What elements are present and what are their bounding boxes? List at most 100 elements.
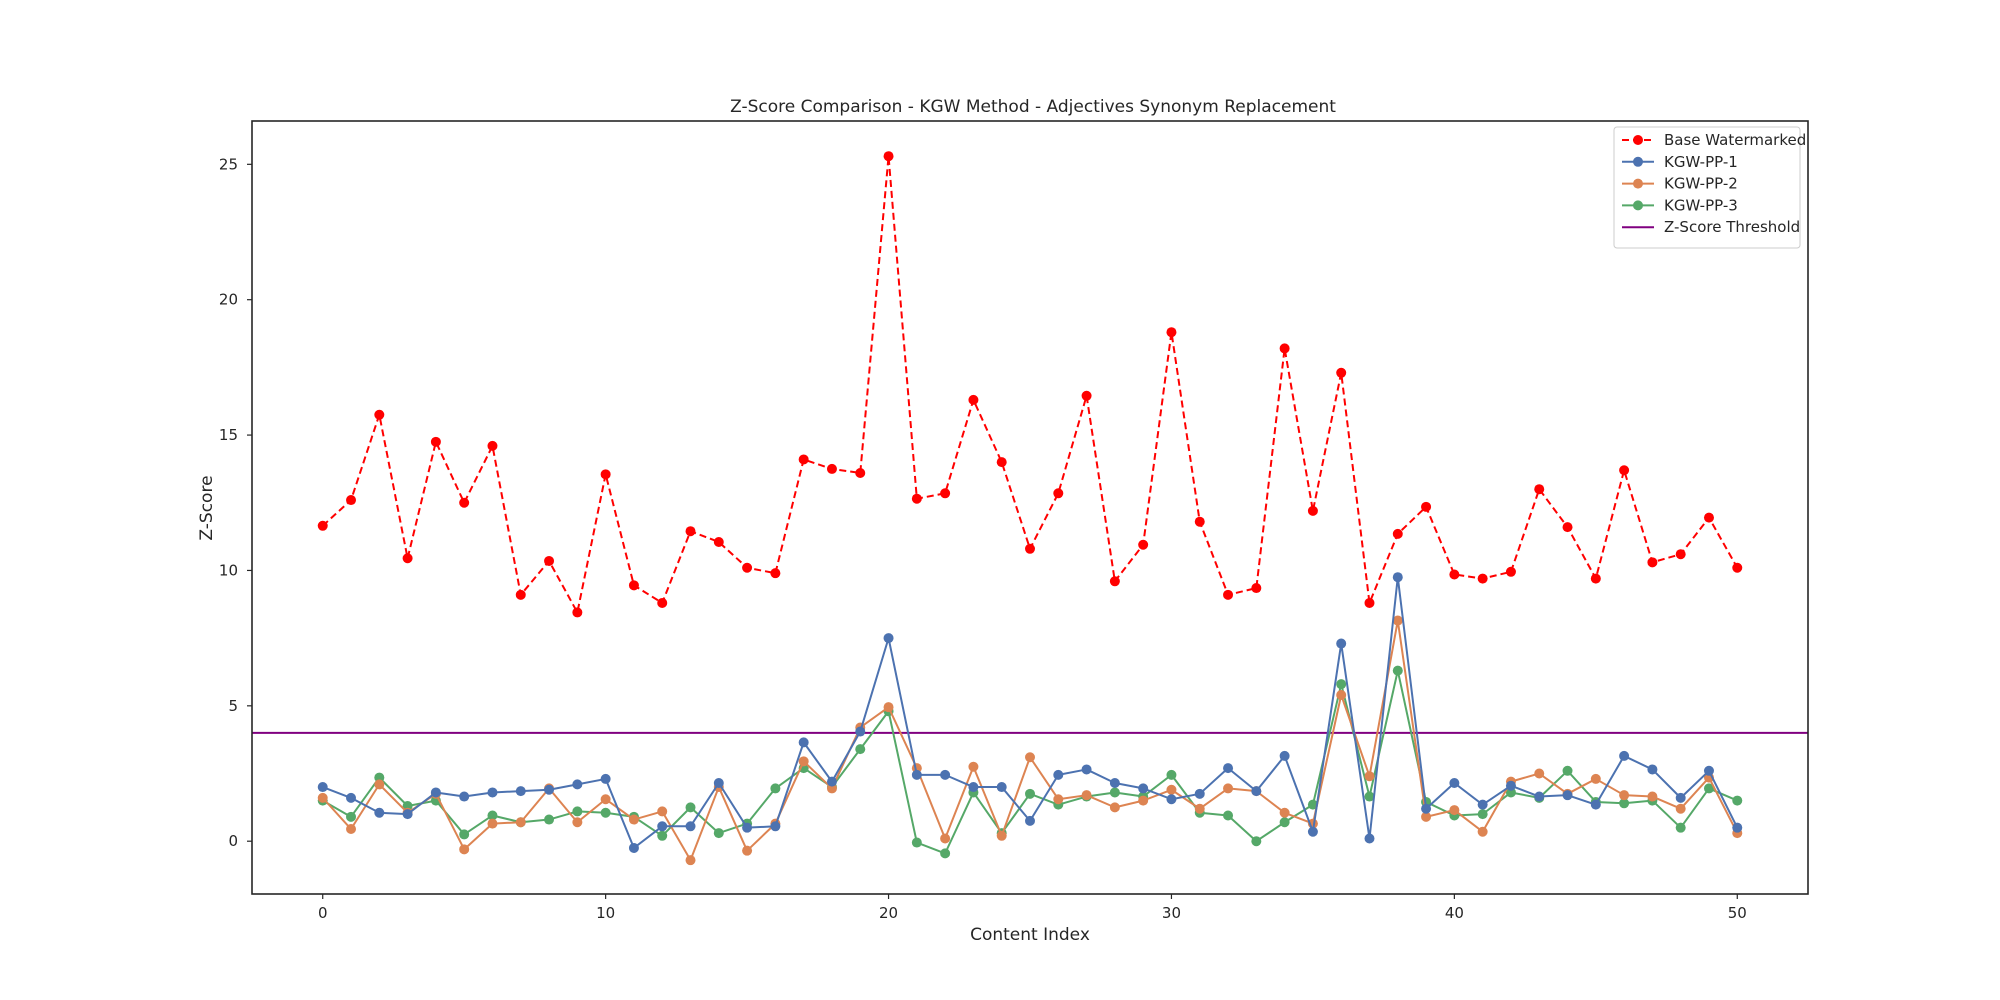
- data-point: [1025, 815, 1035, 826]
- data-point: [1223, 783, 1234, 794]
- data-point: [1081, 390, 1092, 401]
- data-point: [572, 779, 583, 790]
- data-point: [544, 814, 555, 825]
- plot-frame: [251, 120, 1809, 895]
- data-point: [685, 802, 696, 813]
- data-point: [487, 818, 498, 829]
- data-point: [1053, 794, 1064, 805]
- data-point: [1732, 822, 1743, 833]
- chart-title: Z-Score Comparison - KGW Method - Adject…: [730, 97, 1336, 117]
- data-point: [770, 821, 781, 832]
- data-point: [1081, 764, 1092, 775]
- data-point: [1307, 505, 1318, 516]
- y-axis-label: Z-Score: [197, 475, 217, 540]
- data-point: [940, 488, 951, 499]
- data-point: [940, 833, 951, 844]
- y-tick-label: 25: [219, 155, 238, 173]
- data-point: [1307, 799, 1318, 810]
- data-point: [600, 794, 611, 805]
- data-point: [996, 782, 1007, 793]
- data-point: [996, 457, 1007, 468]
- data-point: [1675, 549, 1686, 560]
- data-point: [911, 769, 922, 780]
- data-point: [487, 810, 498, 821]
- data-point: [1138, 795, 1149, 806]
- data-point: [1703, 783, 1714, 794]
- legend: Base Watermarked KGW-PP-1 KGW-PP-2 KGW-PP-3…: [1613, 126, 1806, 249]
- data-point: [1647, 791, 1658, 802]
- data-point: [996, 830, 1007, 841]
- data-point: [657, 821, 668, 832]
- data-point: [1619, 798, 1630, 809]
- data-point: [1732, 562, 1743, 573]
- data-point: [1025, 788, 1035, 799]
- data-point: [968, 782, 979, 793]
- data-point: [1194, 516, 1205, 527]
- data-point: [742, 562, 753, 573]
- data-point: [572, 607, 583, 618]
- data-point: [1505, 780, 1516, 791]
- data-point: [1138, 539, 1149, 550]
- data-point: [1647, 557, 1658, 568]
- data-point: [1364, 597, 1375, 608]
- data-point: [1251, 836, 1262, 847]
- data-point: [317, 792, 328, 803]
- data-point: [1109, 777, 1120, 788]
- data-point: [459, 791, 470, 802]
- legend-label: KGW-PP-2: [1664, 175, 1738, 193]
- y-tick-label: 0: [228, 832, 238, 850]
- data-point: [1647, 764, 1658, 775]
- data-point: [940, 848, 951, 859]
- data-point: [1619, 790, 1630, 801]
- data-point: [402, 809, 413, 820]
- data-point: [968, 394, 979, 405]
- data-point: [346, 792, 357, 803]
- data-point: [798, 737, 809, 748]
- data-point: [1562, 522, 1573, 533]
- y-tick-label: 15: [219, 426, 238, 444]
- data-point: [826, 776, 837, 787]
- data-point: [600, 469, 611, 480]
- data-point: [1364, 791, 1375, 802]
- data-point: [1194, 803, 1205, 814]
- data-point: [1109, 802, 1120, 813]
- data-point: [487, 787, 498, 798]
- data-point: [459, 844, 470, 855]
- legend-marker: [1633, 135, 1643, 145]
- x-tick-label: 20: [879, 904, 898, 922]
- data-point: [1703, 765, 1714, 776]
- data-point: [1364, 771, 1375, 782]
- data-point: [1223, 763, 1234, 774]
- data-point: [1477, 809, 1488, 820]
- data-point: [1392, 615, 1403, 626]
- data-point: [1477, 573, 1488, 584]
- data-point: [883, 151, 894, 162]
- data-point: [1421, 803, 1432, 814]
- data-point: [1449, 777, 1460, 788]
- data-point: [628, 842, 639, 853]
- data-point: [1619, 465, 1630, 476]
- y-tick-label: 10: [219, 561, 238, 579]
- legend-box: [1613, 126, 1801, 249]
- data-point: [1534, 791, 1545, 802]
- data-point: [1477, 799, 1488, 810]
- legend-item: KGW-PP-3: [1622, 196, 1738, 214]
- legend-marker: [1633, 156, 1643, 167]
- data-point: [1223, 810, 1234, 821]
- data-point: [1392, 528, 1403, 539]
- data-point: [1562, 765, 1573, 776]
- data-point: [1505, 566, 1516, 577]
- data-point: [770, 783, 781, 794]
- x-tick-label: 40: [1445, 904, 1464, 922]
- data-point: [1109, 787, 1120, 798]
- data-point: [346, 811, 357, 822]
- data-point: [883, 633, 894, 644]
- data-point: [1675, 822, 1686, 833]
- data-point: [600, 773, 611, 784]
- x-tick-label: 50: [1728, 904, 1747, 922]
- data-point: [1279, 807, 1290, 818]
- data-point: [459, 497, 470, 508]
- data-point: [1279, 817, 1290, 828]
- data-point: [1421, 811, 1432, 822]
- data-point: [515, 817, 526, 828]
